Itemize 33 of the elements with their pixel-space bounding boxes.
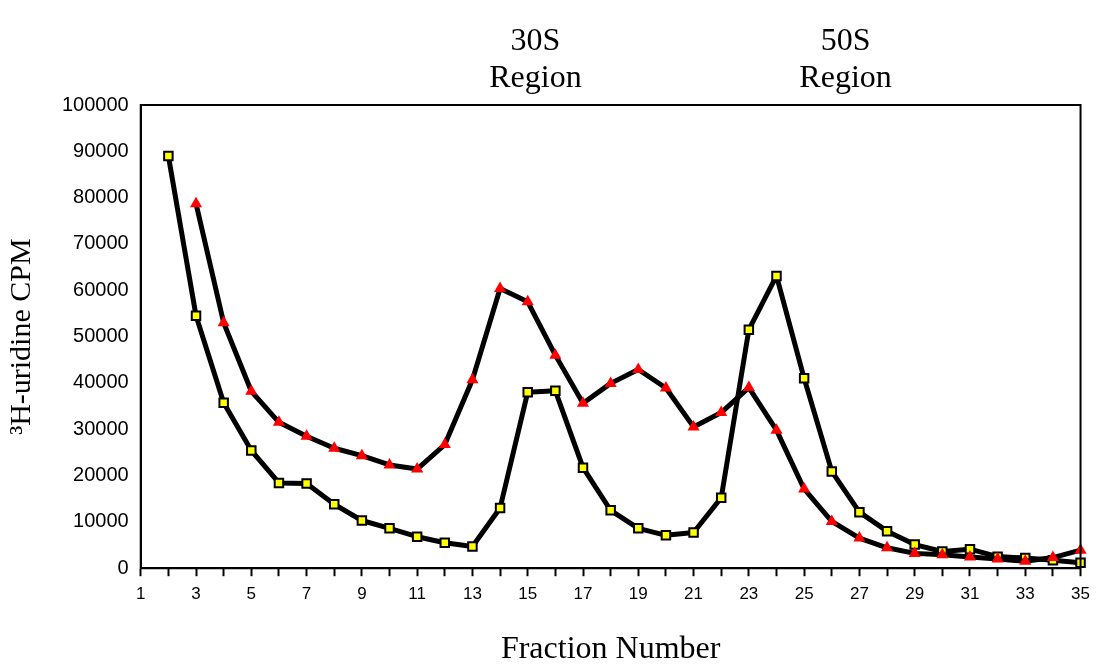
x-tick-label: 15 — [518, 584, 538, 604]
text: 30S Region — [489, 21, 582, 94]
x-tick-label: 3 — [191, 584, 201, 604]
y-tick-label: 10000 — [73, 509, 129, 532]
y-tick-label: 30000 — [73, 416, 129, 439]
y-tick-label: 40000 — [73, 370, 129, 393]
y-tick-label: 60000 — [73, 277, 129, 300]
x-tick-label: 27 — [849, 584, 869, 604]
x-tick-label: 25 — [794, 584, 814, 604]
y-axis-title: ³H-uridine CPM — [2, 238, 36, 435]
x-axis-title: Fraction Number — [500, 629, 721, 666]
x-tick-label: 35 — [1071, 584, 1091, 604]
y-tick-label: 50000 — [73, 324, 129, 347]
x-tick-label: 23 — [739, 584, 759, 604]
y-tick-label: 80000 — [73, 185, 129, 208]
y-tick-label: 0 — [117, 555, 129, 578]
x-tick-label: 9 — [357, 584, 367, 604]
x-tick-label: 1 — [136, 584, 146, 604]
x-tick-label: 29 — [905, 584, 925, 604]
x-tick-label: 5 — [246, 584, 257, 604]
x-tick-label: 11 — [408, 584, 426, 604]
x-tick-label: 13 — [462, 584, 482, 604]
y-tick-label: 20000 — [73, 463, 129, 486]
x-tick-label: 33 — [1015, 584, 1035, 604]
x-tick-label: 17 — [573, 584, 593, 604]
x-tick-label: 7 — [301, 584, 312, 604]
y-tick-label: 70000 — [73, 231, 129, 254]
y-tick-label: 100000 — [61, 92, 129, 115]
x-tick-label: 19 — [628, 584, 648, 604]
x-tick-label: 31 — [960, 584, 980, 604]
text: 50S Region — [799, 21, 892, 94]
y-tick-label: 90000 — [73, 138, 129, 161]
x-tick-label: 21 — [684, 584, 704, 604]
